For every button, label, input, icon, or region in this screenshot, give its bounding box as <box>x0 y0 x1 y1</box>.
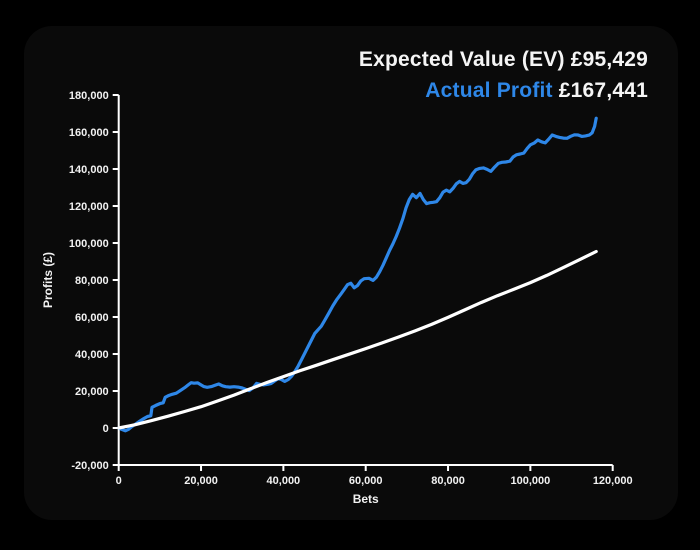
y-tick-label: 60,000 <box>75 312 109 324</box>
x-tick-label: 0 <box>116 475 122 487</box>
x-tick-label: 20,000 <box>184 475 218 487</box>
x-tick-label: 120,000 <box>593 475 633 487</box>
actual-profit-line <box>117 116 598 433</box>
x-tick-label: 80,000 <box>431 475 465 487</box>
chart-panel <box>24 26 678 520</box>
y-tick-label: 80,000 <box>75 275 109 287</box>
y-tick-label: 0 <box>103 423 109 435</box>
ev-legend-value: £95,429 <box>570 48 648 71</box>
ev-legend-line: Expected Value (EV) £95,429 <box>359 44 648 75</box>
profit-legend-line: Actual Profit £167,441 <box>359 75 648 106</box>
y-tick-label: 20,000 <box>75 386 109 398</box>
y-tick-label: -20,000 <box>71 460 108 472</box>
profit-legend-label: Actual Profit <box>425 79 553 102</box>
x-axis-title: Bets <box>353 492 379 506</box>
x-tick-label: 40,000 <box>267 475 301 487</box>
y-tick-label: 140,000 <box>69 164 109 176</box>
y-tick-label: 100,000 <box>69 238 109 250</box>
expected-value-line <box>117 249 598 430</box>
x-tick-label: 100,000 <box>510 475 550 487</box>
y-axis-title: Profits (£) <box>41 252 55 308</box>
chart-legend: Expected Value (EV) £95,429 Actual Profi… <box>359 44 648 106</box>
profit-legend-value: £167,441 <box>558 79 648 102</box>
ev-legend-label: Expected Value (EV) <box>358 48 565 71</box>
y-tick-label: 180,000 <box>69 90 109 102</box>
x-tick-label: 60,000 <box>349 475 383 487</box>
y-tick-label: 160,000 <box>69 127 109 139</box>
y-tick-label: 40,000 <box>75 349 109 361</box>
y-tick-label: 120,000 <box>69 201 109 213</box>
